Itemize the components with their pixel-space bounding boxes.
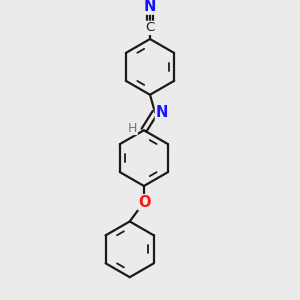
Text: O: O: [138, 195, 151, 210]
Text: C: C: [146, 21, 154, 34]
Text: H: H: [128, 122, 137, 135]
Text: N: N: [144, 0, 156, 14]
Text: N: N: [155, 105, 168, 120]
